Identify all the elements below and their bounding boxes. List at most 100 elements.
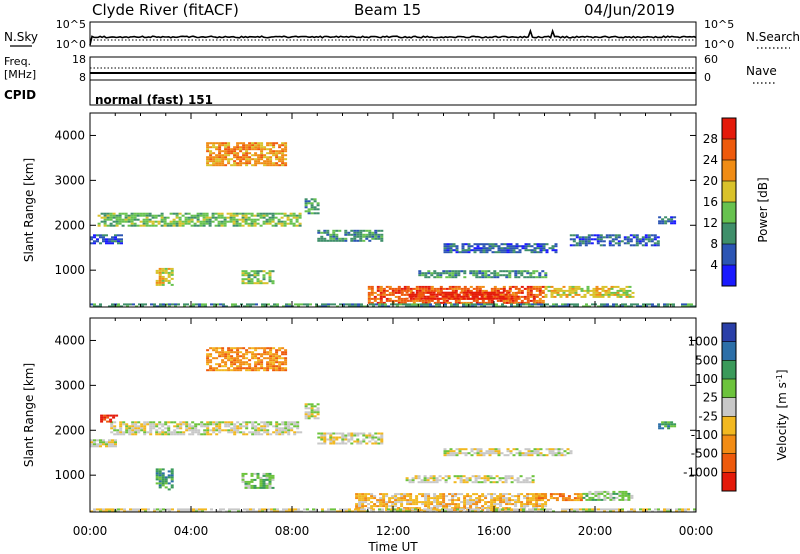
echo-cell bbox=[283, 220, 287, 223]
echo-cell bbox=[421, 509, 425, 512]
echo-cell bbox=[233, 361, 237, 364]
echo-cell bbox=[250, 474, 254, 477]
echo-cell bbox=[490, 509, 494, 512]
echo-cell bbox=[474, 295, 478, 298]
echo-cell bbox=[534, 495, 538, 498]
echo-cell bbox=[490, 507, 494, 510]
echo-cell bbox=[227, 423, 231, 426]
echo-cell bbox=[615, 496, 619, 499]
echo-cell bbox=[498, 295, 502, 298]
echo-cell bbox=[583, 289, 587, 292]
echo-cell bbox=[609, 492, 613, 495]
echo-cell bbox=[467, 247, 471, 250]
echo-cell bbox=[494, 452, 498, 455]
echo-cell bbox=[584, 242, 588, 245]
echo-cell bbox=[693, 508, 696, 511]
echo-cell bbox=[284, 162, 288, 165]
echo-cell bbox=[618, 305, 621, 308]
echo-cell bbox=[209, 146, 213, 149]
echo-cell bbox=[206, 363, 210, 366]
echo-cell bbox=[577, 287, 581, 290]
echo-cell bbox=[209, 158, 213, 161]
echo-cell bbox=[109, 224, 113, 227]
echo-cell bbox=[266, 144, 270, 147]
echo-cell bbox=[462, 475, 466, 478]
echo-cell bbox=[344, 229, 348, 232]
echo-cell bbox=[362, 233, 366, 236]
echo-cell bbox=[376, 301, 380, 304]
echo-cell bbox=[173, 433, 177, 436]
echo-cell bbox=[148, 214, 152, 217]
echo-cell bbox=[459, 291, 463, 294]
echo-cell bbox=[241, 216, 245, 219]
echo-cell bbox=[597, 305, 600, 308]
echo-cell bbox=[273, 305, 276, 308]
echo-cell bbox=[109, 212, 113, 215]
echo-cell bbox=[110, 431, 114, 434]
echo-cell bbox=[376, 287, 380, 290]
echo-cell bbox=[445, 503, 449, 506]
echo-cell bbox=[227, 351, 231, 354]
echo-cell bbox=[450, 293, 454, 296]
echo-cell bbox=[412, 297, 416, 300]
echo-cell bbox=[161, 277, 165, 280]
echo-cell bbox=[474, 303, 477, 306]
echo-cell bbox=[144, 510, 147, 513]
echo-cell bbox=[278, 144, 282, 147]
echo-cell bbox=[323, 231, 327, 234]
echo-cell bbox=[227, 353, 231, 356]
echo-cell bbox=[161, 275, 165, 278]
echo-cell bbox=[237, 508, 240, 511]
power-ylabel: Slant Range [km] bbox=[22, 158, 36, 262]
echo-cell bbox=[480, 305, 483, 308]
echo-cell bbox=[436, 301, 440, 304]
echo-cell bbox=[406, 289, 410, 292]
echo-cell bbox=[202, 212, 206, 215]
echo-cell bbox=[193, 216, 197, 219]
echo-cell bbox=[370, 507, 374, 510]
echo-cell bbox=[526, 505, 530, 508]
echo-cell bbox=[515, 243, 519, 246]
echo-cell bbox=[292, 224, 296, 227]
echo-cell bbox=[379, 297, 383, 300]
echo-cell bbox=[573, 510, 576, 513]
echo-cell bbox=[367, 293, 371, 296]
echo-cell bbox=[406, 285, 410, 288]
echo-cell bbox=[356, 229, 360, 232]
echo-cell bbox=[281, 357, 285, 360]
echo-cell bbox=[254, 369, 258, 372]
echo-cell bbox=[176, 427, 180, 430]
echo-cell bbox=[541, 295, 545, 298]
echo-cell bbox=[166, 222, 170, 225]
echo-cell bbox=[330, 303, 333, 306]
echo-cell bbox=[281, 361, 285, 364]
echo-cell bbox=[446, 249, 450, 252]
echo-cell bbox=[118, 220, 122, 223]
echo-cell bbox=[271, 486, 275, 489]
echo-cell bbox=[467, 243, 471, 246]
echo-cell bbox=[260, 144, 264, 147]
echo-cell bbox=[215, 158, 219, 161]
echo-cell bbox=[580, 295, 584, 298]
echo-cell bbox=[130, 212, 134, 215]
echo-cell bbox=[99, 443, 102, 446]
echo-cell bbox=[660, 510, 663, 513]
echo-cell bbox=[657, 508, 660, 511]
time-tick-label: 00:00 bbox=[679, 524, 714, 538]
time-tick-label: 08:00 bbox=[275, 524, 310, 538]
echo-cell bbox=[485, 452, 489, 455]
echo-cell bbox=[415, 289, 419, 292]
echo-cell bbox=[502, 287, 506, 290]
echo-cell bbox=[367, 499, 371, 502]
echo-cell bbox=[560, 452, 564, 455]
echo-cell bbox=[531, 495, 535, 498]
echo-cell bbox=[418, 299, 422, 302]
echo-cell bbox=[280, 212, 284, 215]
echo-cell bbox=[548, 448, 552, 451]
echo-cell bbox=[257, 429, 261, 432]
echo-cell bbox=[570, 499, 574, 502]
echo-cell bbox=[542, 454, 546, 457]
echo-cell bbox=[490, 499, 494, 502]
